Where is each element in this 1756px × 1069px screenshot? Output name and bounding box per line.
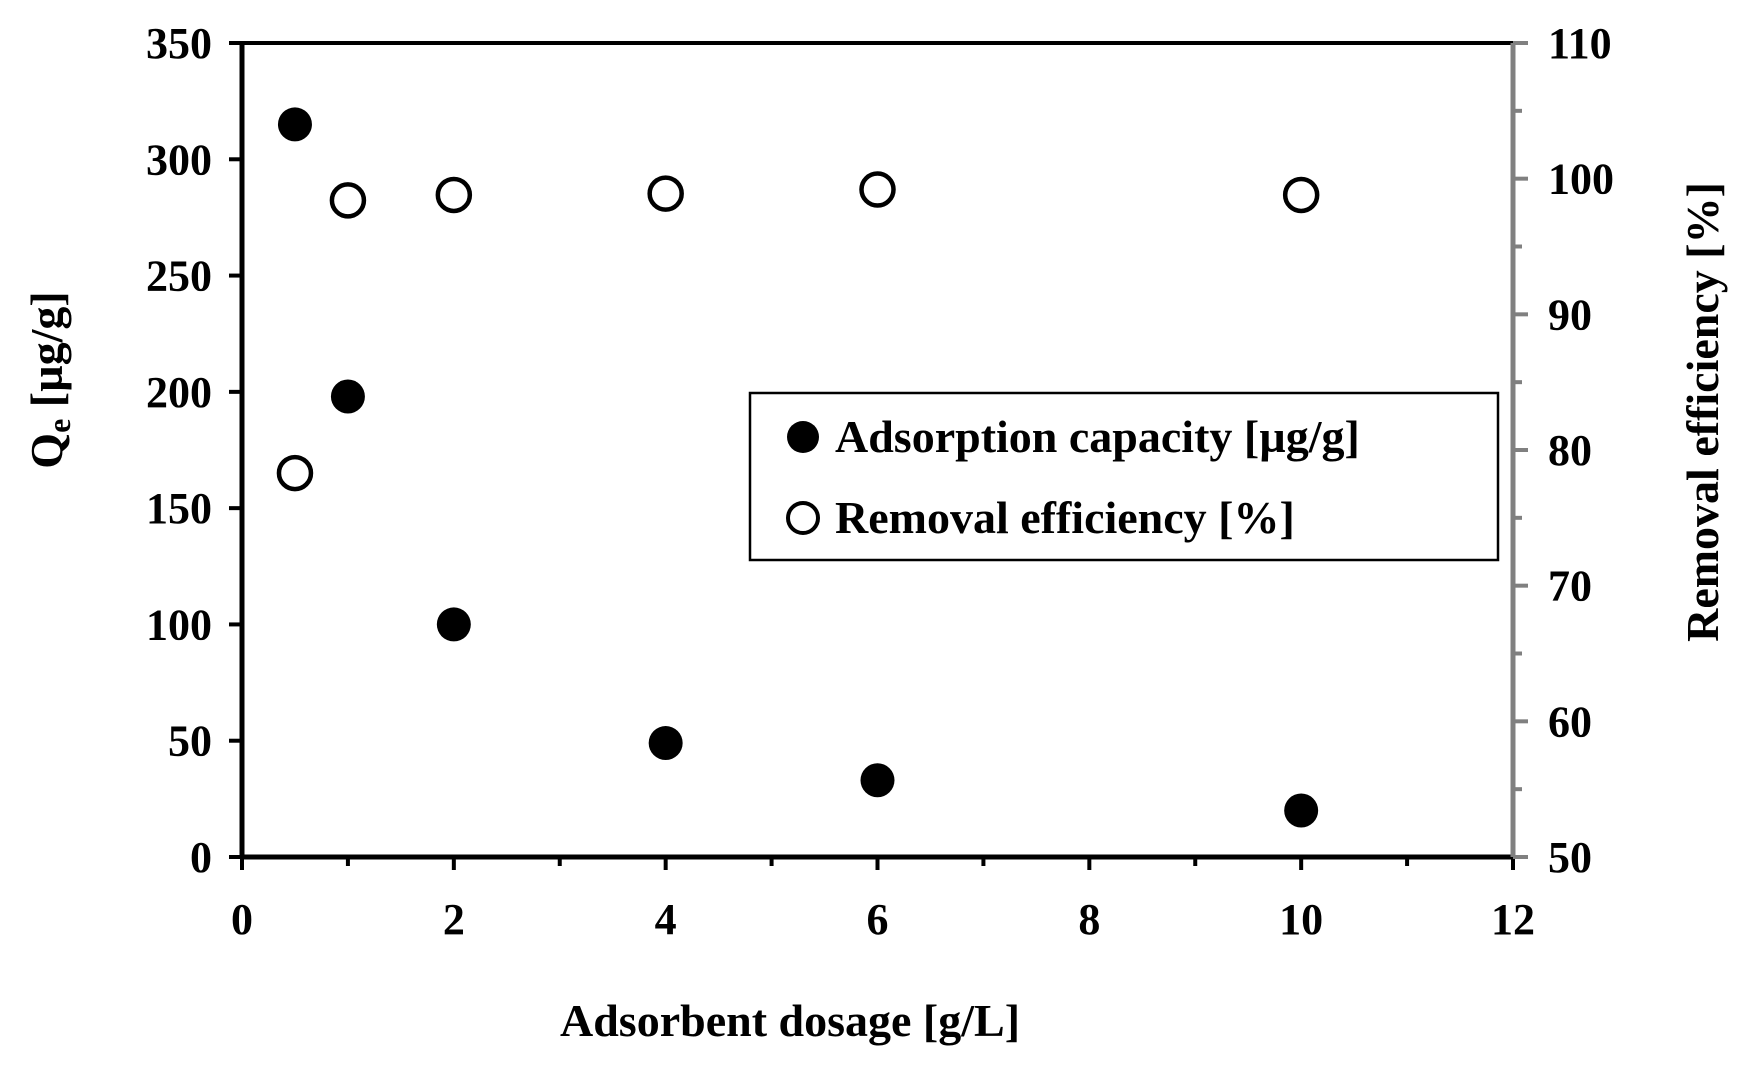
x-tick-label: 8 — [1078, 895, 1100, 944]
y2-tick-label: 80 — [1548, 426, 1592, 475]
y2-tick-label: 110 — [1548, 19, 1612, 68]
y2-tick-label: 50 — [1548, 833, 1592, 882]
legend-label-adsorption: Adsorption capacity [µg/g] — [835, 411, 1360, 462]
data-point-adsorption — [436, 607, 471, 642]
data-point-removal — [329, 182, 367, 219]
y-tick-label: 250 — [146, 252, 212, 301]
x-axis-ticks: 0 2 4 6 8 10 12 — [231, 857, 1535, 944]
legend: Adsorption capacity [µg/g] Removal effic… — [748, 391, 1500, 562]
data-point-removal — [435, 176, 473, 214]
data-point-removal — [1282, 176, 1320, 214]
legend-label-removal: Removal efficiency [%] — [835, 492, 1295, 543]
data-point-removal — [647, 175, 684, 212]
x-tick-label: 4 — [655, 895, 677, 944]
y-axis-ticks: 0 50 100 150 200 250 300 350 — [146, 19, 242, 882]
series-adsorption-capacity — [277, 107, 1319, 828]
y-axis-title-main: Q — [21, 433, 72, 469]
data-point-removal — [276, 454, 314, 492]
x-tick-label: 10 — [1279, 895, 1323, 944]
y-tick-label: 50 — [168, 717, 212, 766]
data-point-adsorption — [860, 763, 895, 798]
y2-tick-label: 70 — [1548, 562, 1592, 611]
y-axis-title-sub: e — [41, 419, 77, 433]
y-tick-label: 100 — [146, 600, 212, 649]
data-point-adsorption — [330, 379, 365, 414]
y-tick-label: 150 — [146, 484, 212, 533]
legend-entry-removal: Removal efficiency [%] — [786, 492, 1295, 543]
legend-marker-filled-circle — [787, 421, 819, 453]
x-tick-label: 0 — [231, 895, 253, 944]
x-tick-label: 6 — [867, 895, 889, 944]
y-tick-label: 300 — [146, 135, 212, 184]
legend-box — [748, 391, 1500, 562]
y2-tick-label: 100 — [1548, 155, 1614, 204]
y-axis-title: Qe [µg/g] — [21, 291, 77, 468]
y-tick-label: 350 — [146, 19, 212, 68]
x-tick-label: 2 — [443, 895, 465, 944]
data-point-adsorption — [277, 107, 312, 142]
data-point-adsorption — [648, 726, 683, 761]
legend-marker-open-circle — [786, 501, 820, 535]
y2-axis-ticks: 50 60 70 80 90 100 110 — [1513, 19, 1614, 882]
x-tick-label: 12 — [1491, 895, 1535, 944]
legend-entry-adsorption: Adsorption capacity [µg/g] — [787, 411, 1360, 462]
y-tick-label: 0 — [190, 833, 212, 882]
y2-tick-label: 90 — [1548, 290, 1592, 339]
y-axis-title-rest: [µg/g] — [21, 291, 72, 418]
x-axis-title: Adsorbent dosage [g/L] — [560, 995, 1020, 1046]
series-layer — [276, 107, 1320, 828]
y2-tick-label: 60 — [1548, 697, 1592, 746]
data-point-adsorption — [1284, 793, 1319, 828]
data-point-removal — [859, 171, 896, 208]
y2-axis-title: Removal efficiency [%] — [1677, 182, 1728, 642]
series-removal-efficiency — [276, 171, 1320, 492]
y-tick-label: 200 — [146, 368, 212, 417]
